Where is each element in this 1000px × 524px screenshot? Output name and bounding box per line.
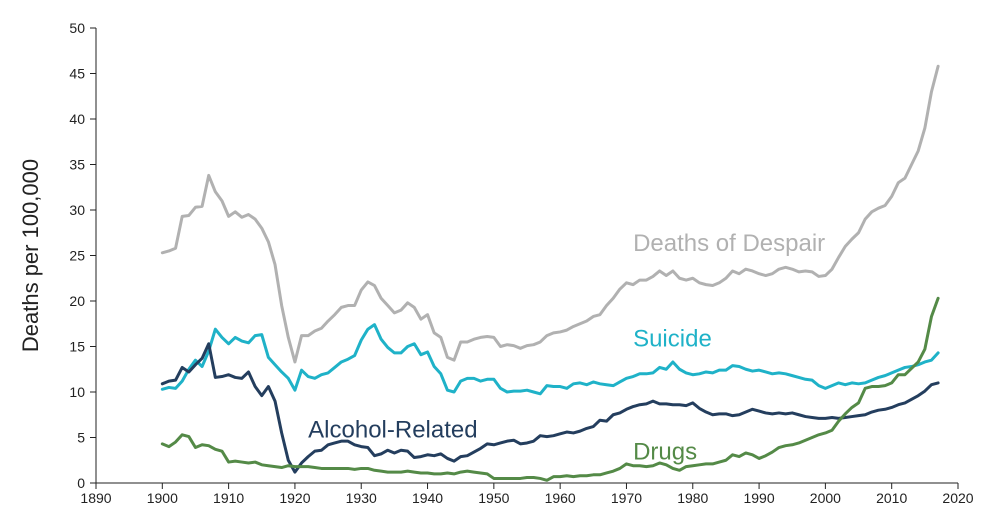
series-labels: Deaths of Despair Suicide Alcohol-Related D… (308, 230, 825, 465)
x-axis-ticks: 1890 1900 1910 1920 1930 1940 1950 1960 1970 1980… (80, 483, 974, 506)
series-label-alcohol-related: Alcohol-Related (308, 417, 477, 444)
x-tick-label: 1990 (743, 490, 774, 506)
y-tick-label: 40 (69, 111, 85, 127)
x-tick-label: 1960 (545, 490, 576, 506)
x-tick-label: 1950 (478, 490, 509, 506)
axes: 0 5 10 15 20 25 30 35 40 45 50 1890 1900 1910 1920 193… (69, 20, 973, 506)
y-tick-label: 10 (69, 384, 85, 400)
series-label-suicide: Suicide (633, 326, 712, 353)
series-lines (160, 64, 940, 482)
series-line-deaths-of-despair (160, 64, 940, 364)
y-tick-label: 35 (69, 157, 85, 173)
x-tick-label: 2000 (810, 490, 841, 506)
series-line-suicide (160, 323, 940, 396)
x-tick-label: 1970 (611, 490, 642, 506)
x-tick-label: 2020 (942, 490, 973, 506)
y-tick-label: 50 (69, 20, 85, 36)
series-line-alcohol-related (160, 342, 940, 474)
x-tick-label: 2010 (876, 490, 907, 506)
y-tick-label: 20 (69, 293, 85, 309)
x-tick-label: 1910 (213, 490, 244, 506)
x-tick-label: 1920 (279, 490, 310, 506)
y-tick-label: 25 (69, 248, 85, 264)
y-tick-label: 15 (69, 339, 85, 355)
x-tick-label: 1930 (346, 490, 377, 506)
y-tick-label: 5 (77, 430, 85, 446)
y-tick-label: 0 (77, 475, 85, 491)
x-tick-label: 1890 (80, 490, 111, 506)
y-tick-label: 45 (69, 66, 85, 82)
y-axis-label: Deaths per 100,000 (18, 159, 43, 352)
series-line-drugs (160, 296, 940, 482)
y-axis-ticks: 0 5 10 15 20 25 30 35 40 45 50 (69, 20, 96, 491)
series-label-deaths-of-despair: Deaths of Despair (633, 230, 825, 257)
x-tick-label: 1980 (677, 490, 708, 506)
y-tick-label: 30 (69, 202, 85, 218)
x-tick-label: 1900 (147, 490, 178, 506)
x-tick-label: 1940 (412, 490, 443, 506)
series-label-drugs: Drugs (633, 438, 697, 465)
